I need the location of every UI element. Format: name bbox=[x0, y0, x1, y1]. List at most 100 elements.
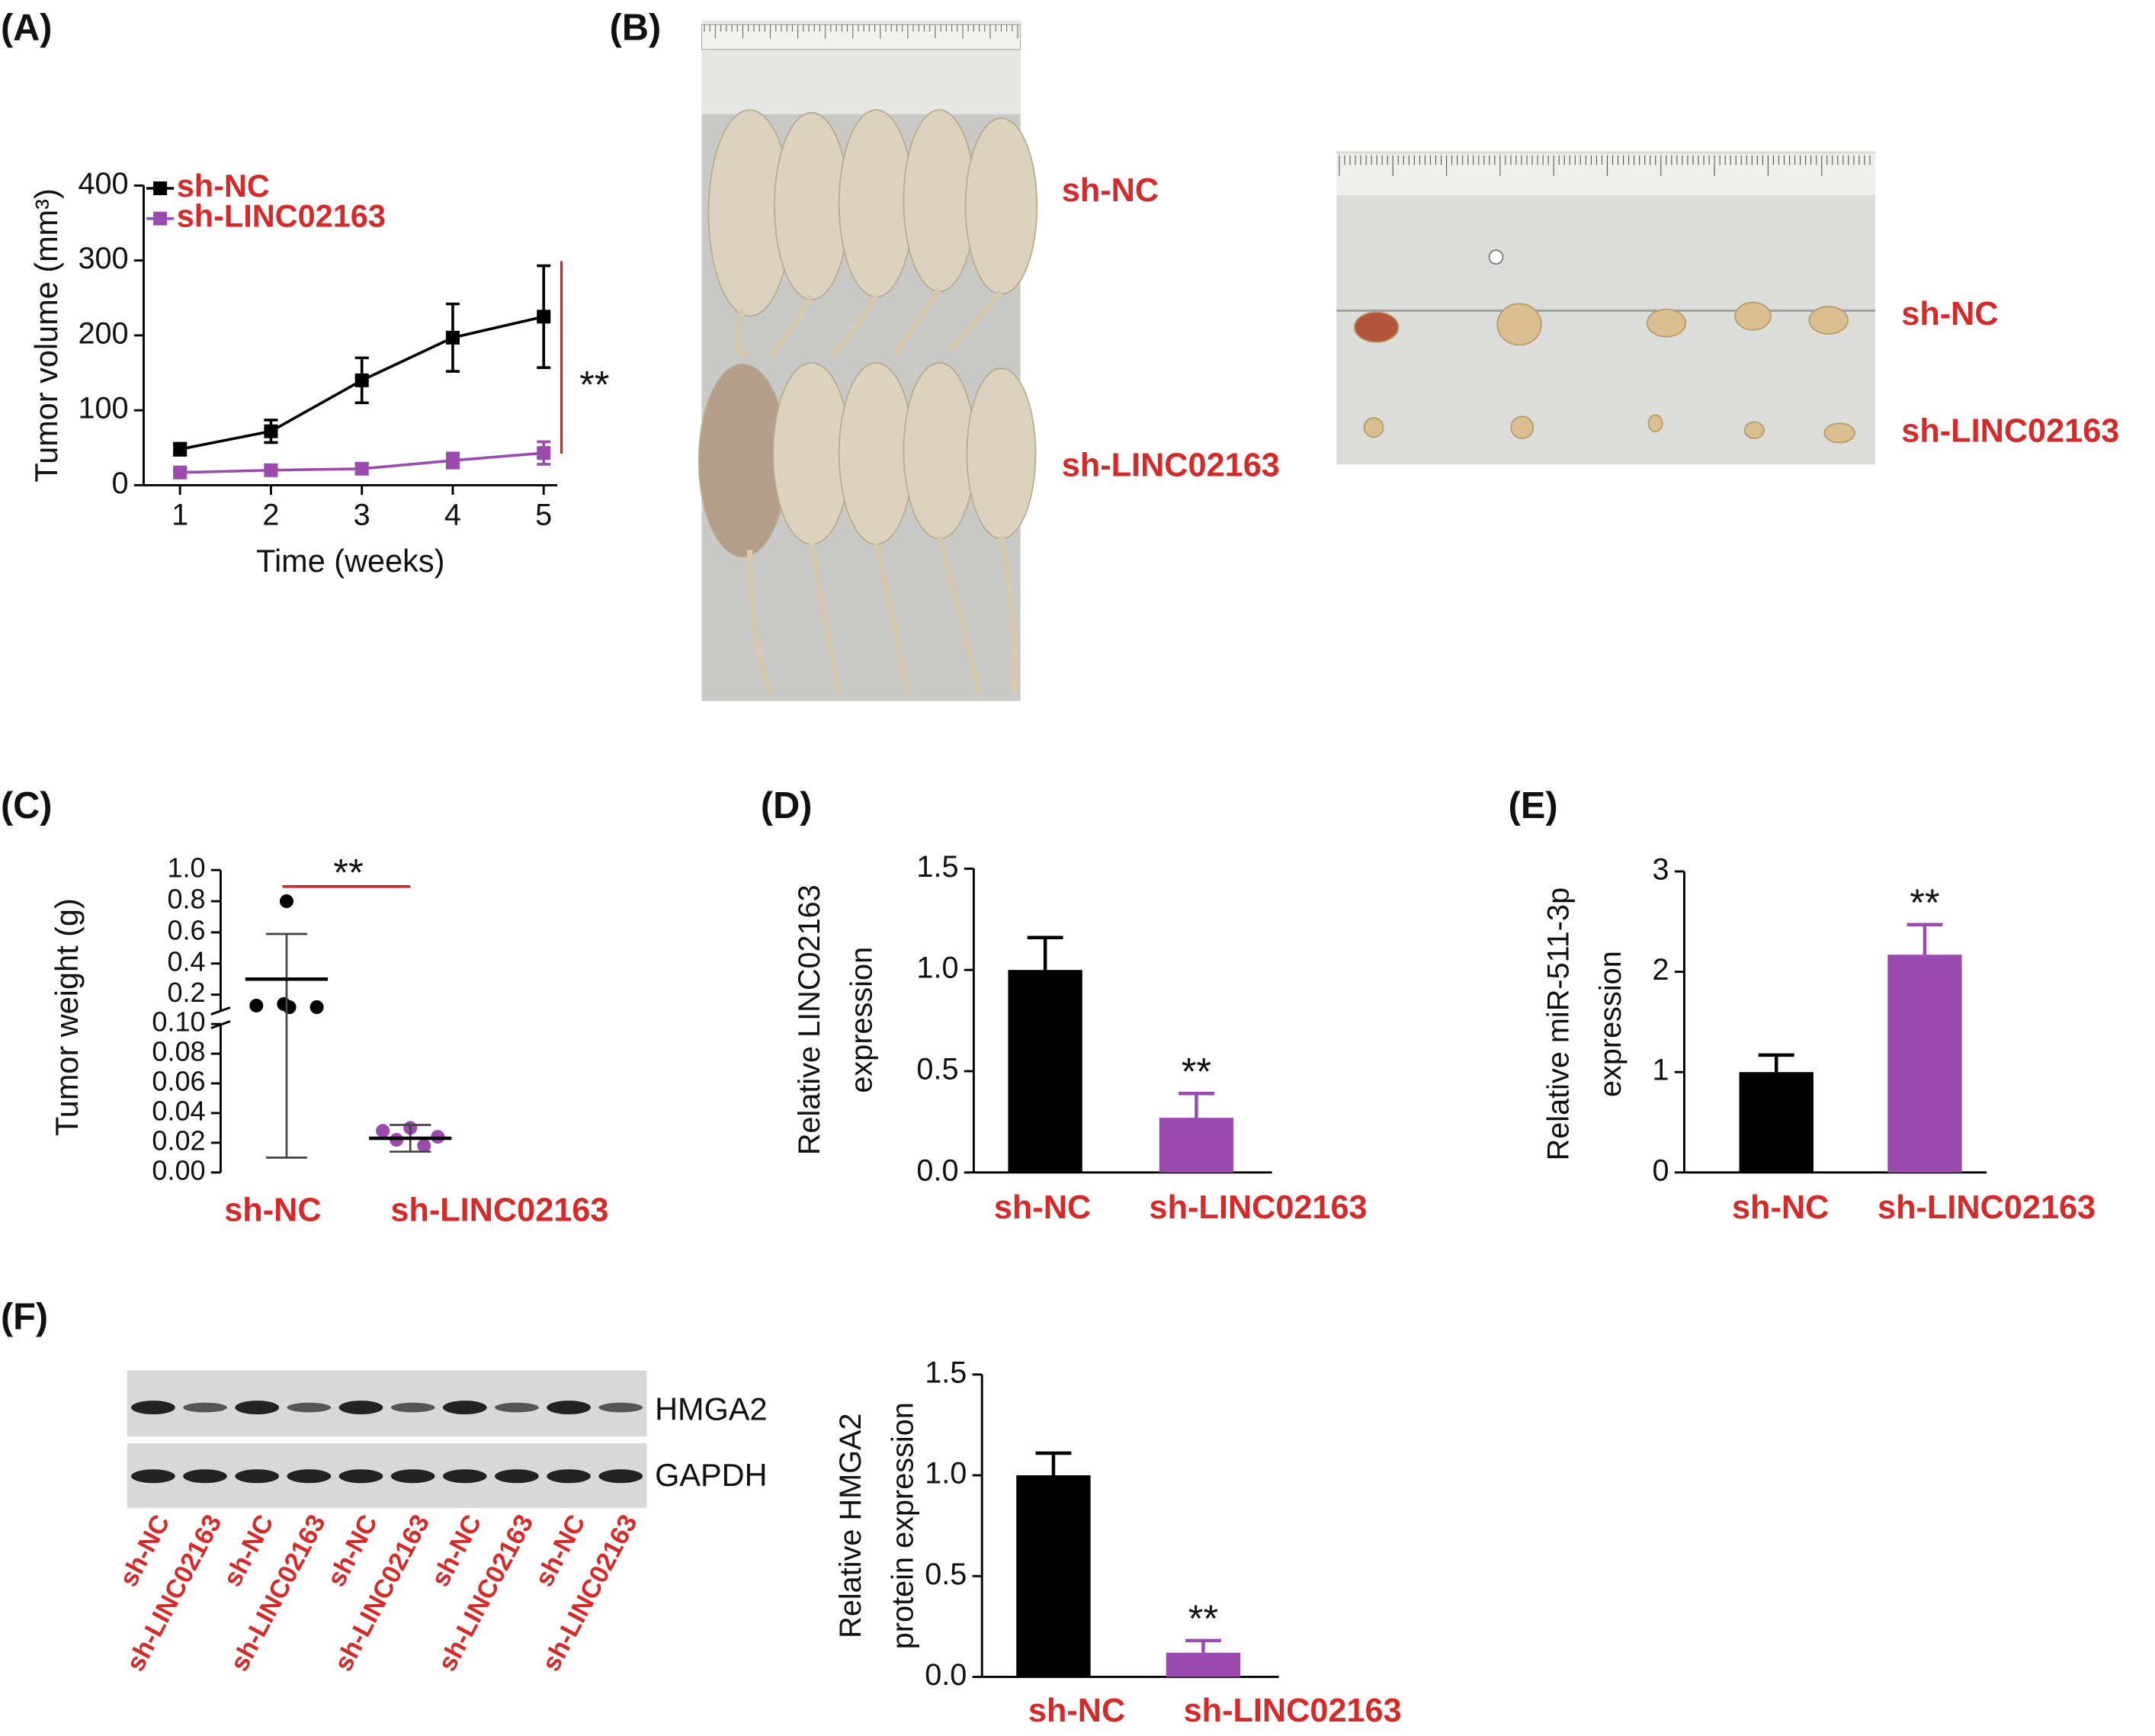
marker bbox=[537, 446, 551, 460]
dot bbox=[279, 894, 293, 909]
dot bbox=[376, 1124, 390, 1138]
band bbox=[338, 1469, 383, 1484]
band bbox=[598, 1402, 643, 1413]
y-tick-label: 1 bbox=[1653, 1054, 1669, 1087]
y-axis-label: Relative HMGA2 bbox=[834, 1414, 867, 1638]
band bbox=[287, 1469, 332, 1484]
x-tick-label: sh-LINC02163 bbox=[1878, 1189, 2096, 1226]
bar bbox=[1739, 1072, 1813, 1173]
y-tick-label: 300 bbox=[78, 242, 128, 275]
x-tick-label: sh-NC bbox=[1732, 1189, 1829, 1226]
y-tick-label: 0 bbox=[1653, 1154, 1669, 1187]
bar bbox=[1159, 1118, 1234, 1173]
error-bar bbox=[1185, 1638, 1221, 1653]
mice-photo bbox=[697, 21, 1038, 701]
y-tick-label: 400 bbox=[78, 167, 128, 201]
y-axis-label: expression bbox=[845, 947, 879, 1093]
marker bbox=[445, 453, 460, 467]
bar bbox=[1016, 1475, 1091, 1677]
western-blot bbox=[127, 1370, 647, 1508]
panel-label: (D) bbox=[761, 785, 813, 826]
error-bar bbox=[1179, 1091, 1214, 1118]
x-tick-label: 2 bbox=[262, 498, 279, 531]
band bbox=[390, 1469, 435, 1484]
y-tick-label: 0.5 bbox=[916, 1053, 958, 1086]
marker bbox=[445, 330, 460, 345]
band bbox=[131, 1401, 175, 1415]
marker bbox=[173, 465, 188, 480]
y-tick-label: 0.02 bbox=[152, 1125, 205, 1156]
dot bbox=[282, 1000, 297, 1015]
tumor-photo bbox=[1336, 151, 1876, 465]
x-tick-label: sh-LINC02163 bbox=[390, 1192, 608, 1229]
bar bbox=[1166, 1652, 1241, 1677]
band bbox=[547, 1401, 591, 1415]
y-tick-label: 1.0 bbox=[916, 951, 958, 985]
y-tick-label: 0.10 bbox=[152, 1006, 205, 1038]
band bbox=[235, 1469, 280, 1484]
y-tick-label: 0.8 bbox=[167, 884, 205, 915]
error-bar bbox=[1758, 1053, 1794, 1073]
error-bar bbox=[1906, 923, 1943, 955]
error-bar bbox=[265, 932, 308, 1159]
x-tick-label: sh-NC bbox=[1028, 1693, 1125, 1729]
x-tick-label: 3 bbox=[354, 498, 370, 531]
y-tick-label: 0.4 bbox=[167, 945, 205, 977]
photo-label: sh-NC bbox=[1901, 296, 1998, 332]
legend-label: sh-LINC02163 bbox=[177, 198, 386, 234]
annotation: ** bbox=[1910, 881, 1939, 924]
y-tick-label: 1.5 bbox=[916, 850, 958, 884]
y-tick-label: 0.6 bbox=[167, 914, 205, 945]
y-tick-label: 2 bbox=[1653, 953, 1669, 987]
y-tick-label: 0.08 bbox=[152, 1036, 205, 1067]
error-bar bbox=[1035, 1451, 1072, 1476]
legend-marker bbox=[153, 211, 168, 226]
band bbox=[442, 1401, 487, 1415]
band bbox=[547, 1469, 591, 1484]
panel-label: (F) bbox=[1, 1297, 48, 1338]
marker bbox=[354, 373, 369, 387]
band bbox=[287, 1402, 332, 1413]
x-tick-label: 4 bbox=[444, 498, 461, 531]
y-tick-label: 0.00 bbox=[152, 1154, 205, 1186]
y-tick-label: 1.0 bbox=[925, 1457, 967, 1491]
band bbox=[235, 1401, 280, 1415]
y-axis-label: Relative LINC02163 bbox=[793, 884, 826, 1155]
error-bar bbox=[1027, 935, 1063, 971]
y-axis-label: expression bbox=[1594, 951, 1627, 1097]
panel-label: (B) bbox=[610, 8, 662, 49]
x-tick-label: sh-NC bbox=[224, 1192, 321, 1229]
marker bbox=[264, 463, 278, 477]
y-tick-label: 100 bbox=[78, 392, 128, 425]
y-axis-label: protein expression bbox=[887, 1402, 920, 1649]
dot bbox=[309, 1000, 324, 1015]
bar bbox=[1008, 970, 1082, 1173]
x-tick-label: sh-NC bbox=[994, 1189, 1091, 1226]
band bbox=[183, 1402, 227, 1413]
marker bbox=[354, 461, 369, 476]
band bbox=[390, 1402, 435, 1413]
bar bbox=[1887, 955, 1962, 1173]
x-axis-label: Time (weeks) bbox=[256, 543, 444, 579]
panel-label: (A) bbox=[1, 8, 53, 49]
x-tick-label: 5 bbox=[535, 498, 552, 531]
y-tick-label: 0.0 bbox=[925, 1658, 967, 1692]
panel-label: (E) bbox=[1509, 785, 1558, 826]
band-label: HMGA2 bbox=[655, 1391, 767, 1426]
photo-label: sh-LINC02163 bbox=[1901, 412, 2119, 449]
photo-label: sh-NC bbox=[1062, 172, 1159, 209]
band bbox=[495, 1402, 539, 1413]
band-label: GAPDH bbox=[655, 1457, 767, 1493]
y-axis-label: Tumor volume (mm³) bbox=[28, 188, 64, 482]
annotation: ** bbox=[333, 851, 363, 894]
y-tick-label: 0 bbox=[112, 467, 129, 500]
annotation: ** bbox=[1188, 1596, 1218, 1640]
dot bbox=[249, 998, 264, 1012]
photo-label: sh-LINC02163 bbox=[1062, 447, 1280, 483]
x-tick-label: sh-LINC02163 bbox=[1150, 1189, 1368, 1226]
y-tick-label: 0.5 bbox=[925, 1558, 967, 1591]
legend-marker bbox=[153, 181, 168, 196]
band bbox=[183, 1469, 227, 1484]
marker bbox=[264, 424, 278, 438]
